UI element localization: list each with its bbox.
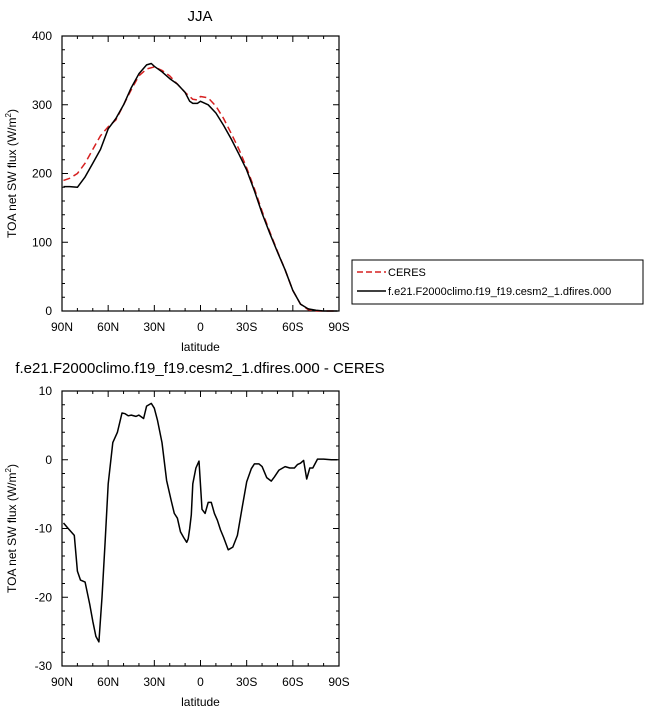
x-tick-label: 60S bbox=[282, 320, 303, 334]
series-line-0 bbox=[62, 402, 338, 643]
x-tick-label: 90S bbox=[328, 320, 349, 334]
y-tick-label: -10 bbox=[35, 522, 53, 536]
y-axis-label: TOA net SW flux (W/m2) bbox=[4, 109, 19, 238]
plot-frame bbox=[61, 390, 340, 667]
x-tick-label: 30S bbox=[236, 320, 257, 334]
legend-label-1: f.e21.F2000climo.f19_f19.cesm2_1.dfires.… bbox=[388, 286, 611, 298]
y-axis-label-superscript: 2 bbox=[4, 112, 13, 117]
x-tick-label: 30N bbox=[143, 320, 165, 334]
y-tick-label: 400 bbox=[32, 29, 52, 43]
y-axis-label-tail: ) bbox=[5, 464, 19, 468]
y-tick-label: 200 bbox=[32, 167, 52, 181]
legend-box bbox=[351, 259, 644, 305]
chart-title: JJA bbox=[187, 8, 212, 25]
y-axis-label-main: TOA net SW flux (W/m bbox=[5, 472, 19, 592]
x-axis-label: latitude bbox=[181, 340, 220, 354]
series-line-0 bbox=[63, 66, 338, 312]
x-tick-label: 60S bbox=[282, 675, 303, 689]
y-tick-label: 0 bbox=[45, 453, 52, 467]
y-tick-label: -20 bbox=[35, 590, 53, 604]
x-tick-label: 90S bbox=[328, 675, 349, 689]
x-tick-label: 90N bbox=[51, 320, 73, 334]
y-tick-label: -30 bbox=[35, 659, 53, 673]
bottom-chart: f.e21.F2000climo.f19_f19.cesm2_1.dfires.… bbox=[4, 360, 385, 709]
top-chart: JJA 90N 60N 30N 0 30S 60S 90S 0 100 200 300 400 latit… bbox=[4, 8, 644, 354]
x-tick-label: 0 bbox=[197, 320, 204, 334]
x-tick-label: 90N bbox=[51, 675, 73, 689]
x-tick-label: 60N bbox=[97, 675, 119, 689]
y-axis-label-superscript: 2 bbox=[4, 467, 13, 472]
y-tick-label: 10 bbox=[39, 384, 53, 398]
x-tick-label: 60N bbox=[97, 320, 119, 334]
series-line-1 bbox=[63, 62, 338, 312]
x-axis-label: latitude bbox=[181, 695, 220, 709]
legend-label-0: CERES bbox=[388, 267, 426, 279]
plot-frame bbox=[61, 35, 340, 312]
y-tick-label: 300 bbox=[32, 98, 52, 112]
x-tick-label: 30N bbox=[143, 675, 165, 689]
y-tick-label: 0 bbox=[45, 304, 52, 318]
legend: CERES f.e21.F2000climo.f19_f19.cesm2_1.df… bbox=[351, 259, 644, 305]
y-axis-label-main: TOA net SW flux (W/m bbox=[5, 117, 19, 237]
x-tick-label: 0 bbox=[197, 675, 204, 689]
y-axis-label: TOA net SW flux (W/m2) bbox=[4, 464, 19, 593]
x-tick-label: 30S bbox=[236, 675, 257, 689]
y-tick-label: 100 bbox=[32, 235, 52, 249]
chart-title: f.e21.F2000climo.f19_f19.cesm2_1.dfires.… bbox=[15, 360, 384, 377]
y-axis-label-tail: ) bbox=[5, 109, 19, 113]
